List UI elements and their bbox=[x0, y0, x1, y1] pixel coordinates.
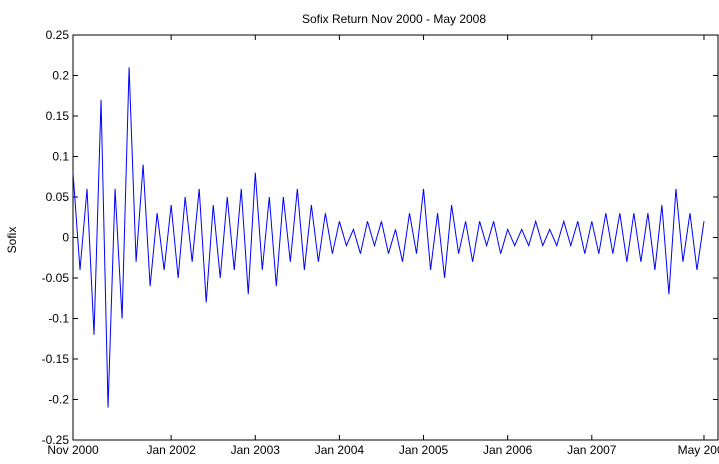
y-tick-label: 0.15 bbox=[46, 109, 70, 123]
y-axis-label: Sofix bbox=[5, 227, 19, 254]
y-tick-label: 0.25 bbox=[46, 28, 70, 42]
plot-frame bbox=[72, 34, 719, 441]
y-tick-label: 0 bbox=[62, 231, 69, 245]
y-ticks: 0.25 0.2 0.15 0.1 0.05 0 -0.05 -0.1 -0.15 -0.2 -0.… bbox=[42, 28, 718, 447]
y-tick-label: -0.2 bbox=[48, 393, 69, 407]
x-tick-label: May 2008 bbox=[678, 443, 719, 457]
x-ticks: Nov 2000 Jan 2002 Jan 2003 Jan 2004 Jan 2005… bbox=[47, 35, 719, 457]
y-tick-label: -0.15 bbox=[42, 352, 70, 366]
y-tick-label: -0.1 bbox=[48, 312, 69, 326]
x-tick-label: Jan 2003 bbox=[231, 443, 281, 457]
x-tick-label: Jan 2007 bbox=[567, 443, 617, 457]
y-tick-label: 0.2 bbox=[52, 69, 69, 83]
x-tick-label: Jan 2004 bbox=[315, 443, 365, 457]
x-tick-label: Nov 2000 bbox=[47, 443, 99, 457]
x-tick-label: Jan 2005 bbox=[399, 443, 449, 457]
x-tick-label: Jan 2002 bbox=[146, 443, 196, 457]
y-tick-label: -0.25 bbox=[42, 433, 70, 447]
y-tick-label: 0.05 bbox=[46, 190, 70, 204]
y-tick-label: -0.05 bbox=[42, 271, 70, 285]
series-line bbox=[72, 67, 705, 408]
y-tick-label: 0.1 bbox=[52, 150, 69, 164]
series-layer bbox=[72, 67, 705, 408]
chart-title: Sofix Return Nov 2000 - May 2008 bbox=[302, 12, 486, 26]
x-tick-label: Jan 2006 bbox=[483, 443, 533, 457]
